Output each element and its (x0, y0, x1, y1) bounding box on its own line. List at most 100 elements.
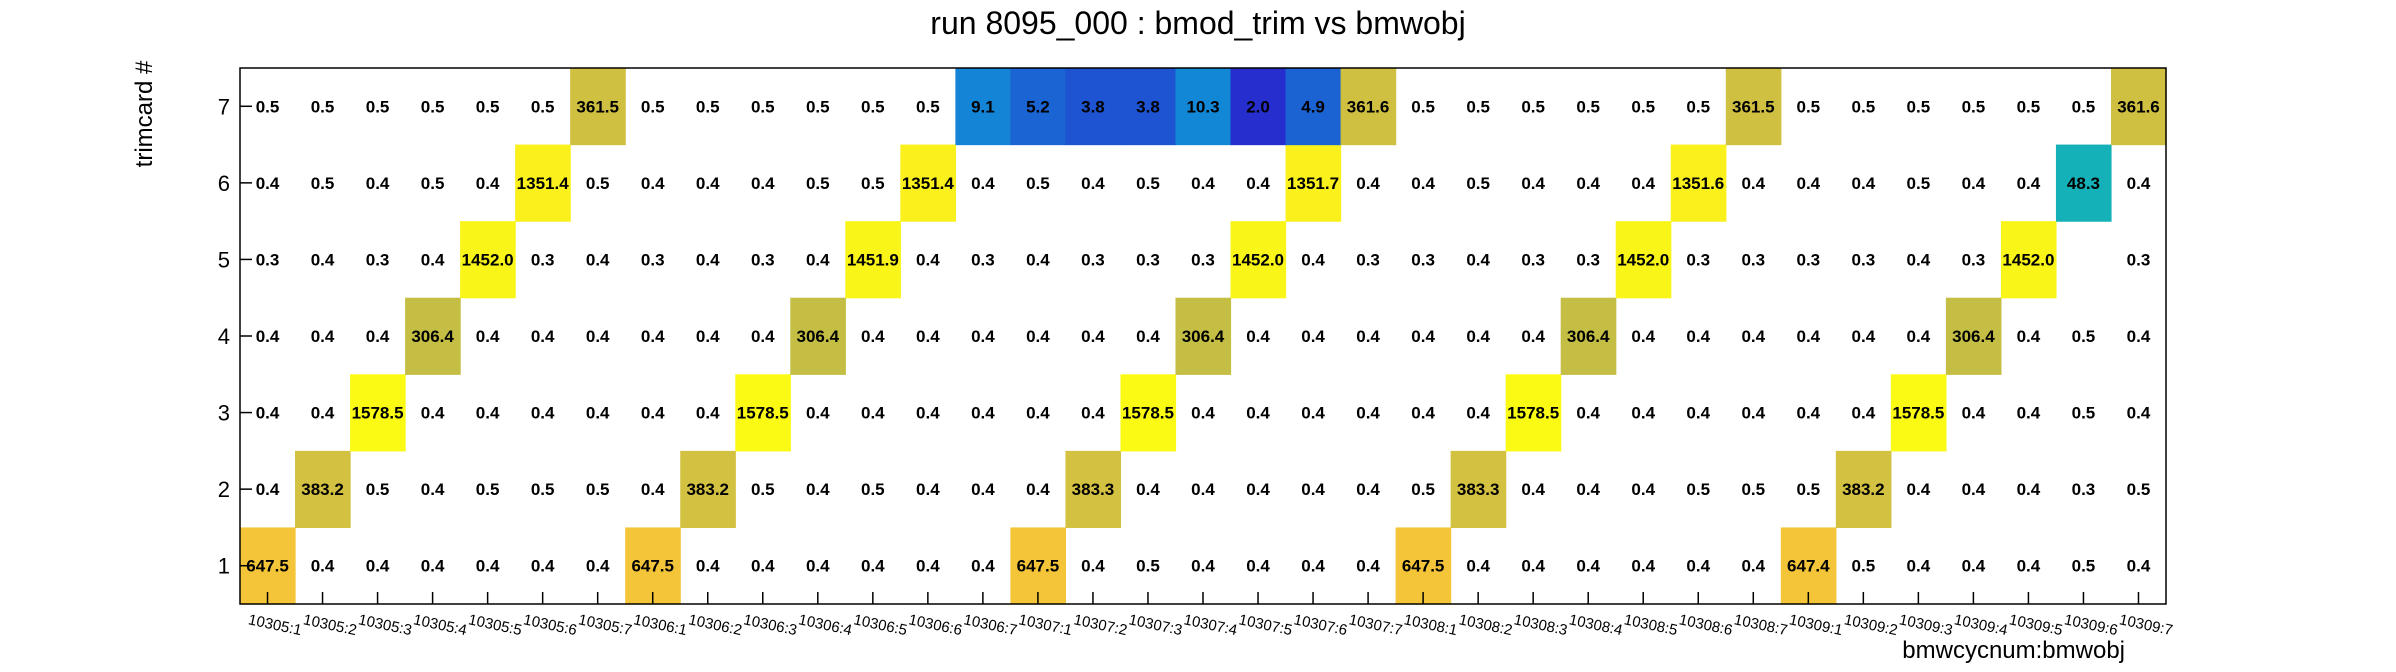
cell-value-label: 1578.5 (352, 404, 404, 423)
cell-value-label: 1451.9 (847, 250, 899, 269)
heatmap-cell (680, 450, 736, 529)
cell-value-label: 0.4 (1081, 327, 1105, 346)
y-tick-label: 7 (218, 94, 230, 119)
cell-value-label: 0.4 (1301, 404, 1325, 423)
x-tick-label: 10305:3 (357, 611, 414, 639)
cell-value-label: 0.4 (311, 557, 335, 576)
cell-value-label: 0.4 (1741, 327, 1765, 346)
cell-value-label: 0.5 (2072, 327, 2096, 346)
cell-value-label: 0.4 (1301, 250, 1325, 269)
cell-value-label: 0.4 (421, 480, 445, 499)
cell-value-label: 0.4 (1576, 174, 1600, 193)
cell-value-label: 0.4 (2017, 174, 2041, 193)
cell-value-label: 0.3 (2127, 250, 2151, 269)
cell-value-label: 0.4 (1411, 404, 1435, 423)
cell-value-label: 0.4 (476, 404, 500, 423)
x-tick-label: 10308:1 (1402, 611, 1459, 639)
cell-value-label: 383.2 (1842, 480, 1885, 499)
cell-value-label: 0.4 (1852, 404, 1876, 423)
cell-value-label: 0.5 (421, 174, 445, 193)
cell-value-label: 0.4 (1026, 327, 1050, 346)
heatmap-cell (2110, 68, 2167, 146)
cell-value-label: 0.5 (1411, 480, 1435, 499)
cell-value-label: 0.4 (1026, 480, 1050, 499)
cell-value-label: 0.4 (2017, 557, 2041, 576)
x-tick-label: 10307:3 (1127, 611, 1184, 639)
cell-value-label: 0.5 (751, 480, 775, 499)
cell-value-label: 0.5 (1521, 97, 1545, 116)
cell-value-label: 0.4 (586, 557, 610, 576)
cell-value-label: 0.4 (1631, 174, 1655, 193)
cell-value-label: 0.4 (1521, 327, 1545, 346)
cell-value-label: 0.5 (1852, 97, 1876, 116)
y-tick-label: 3 (218, 401, 230, 426)
cell-value-label: 0.4 (641, 174, 665, 193)
heatmap-cell (1945, 297, 2002, 375)
cell-value-label: 0.4 (256, 480, 280, 499)
cell-value-label: 0.3 (751, 250, 775, 269)
cell-value-label: 306.4 (1182, 327, 1225, 346)
cell-value-label: 0.4 (1796, 404, 1820, 423)
cell-value-label: 0.4 (1521, 557, 1545, 576)
heatmap-cell (1285, 68, 1342, 146)
x-tick-label: 10307:1 (1017, 611, 1074, 639)
cell-value-label: 1578.5 (1892, 404, 1944, 423)
cell-value-label: 0.5 (421, 97, 445, 116)
cell-value-label: 0.4 (1081, 404, 1105, 423)
x-tick-label: 10309:1 (1787, 611, 1844, 639)
cell-value-label: 0.4 (1356, 174, 1380, 193)
cell-value-label: 306.4 (797, 327, 840, 346)
cell-value-label: 647.5 (246, 557, 289, 576)
cell-value-label: 0.4 (696, 557, 720, 576)
cell-value-label: 0.4 (751, 327, 775, 346)
cell-value-label: 647.4 (1787, 557, 1830, 576)
heatmap-cell (570, 68, 626, 146)
cell-value-label: 0.4 (1907, 480, 1931, 499)
cell-value-label: 0.5 (1962, 97, 1986, 116)
cell-value-label: 647.5 (1017, 557, 1060, 576)
cell-value-label: 0.5 (476, 480, 500, 499)
x-tick-label: 10306:2 (687, 611, 744, 639)
heatmap-cell (1010, 68, 1067, 146)
x-tick-label: 10305:5 (467, 611, 524, 639)
cell-value-label: 0.4 (1301, 557, 1325, 576)
cell-value-label: 0.3 (1356, 250, 1380, 269)
cell-value-label: 647.5 (1402, 557, 1445, 576)
cell-value-label: 0.5 (751, 97, 775, 116)
cell-value-label: 306.4 (411, 327, 454, 346)
cell-value-label: 0.4 (641, 327, 665, 346)
cell-value-label: 0.4 (1631, 404, 1655, 423)
y-axis-title: trimcard # (131, 60, 158, 167)
cell-value-label: 0.4 (1741, 174, 1765, 193)
cell-value-label: 383.2 (686, 480, 729, 499)
cell-value-label: 0.4 (1466, 557, 1490, 576)
cell-value-label: 0.4 (421, 404, 445, 423)
cell-value-label: 383.3 (1072, 480, 1115, 499)
cell-value-label: 0.5 (531, 480, 555, 499)
cell-value-label: 0.3 (1962, 250, 1986, 269)
cell-value-label: 1578.5 (1122, 404, 1174, 423)
cell-value-label: 1578.5 (737, 404, 789, 423)
cell-value-label: 0.4 (971, 404, 995, 423)
cell-value-label: 0.4 (476, 327, 500, 346)
cell-value-label: 0.5 (1686, 480, 1710, 499)
cell-value-label: 0.4 (1356, 404, 1380, 423)
heatmap-cell (460, 221, 516, 299)
cell-value-label: 48.3 (2067, 174, 2100, 193)
cell-value-label: 0.4 (531, 327, 555, 346)
cell-value-label: 0.4 (1631, 557, 1655, 576)
cell-value-label: 0.4 (751, 557, 775, 576)
cell-value-label: 1351.4 (902, 174, 955, 193)
y-tick-label: 5 (218, 247, 230, 272)
cell-value-label: 0.5 (531, 97, 555, 116)
heatmap-cell (1615, 221, 1672, 299)
x-tick-label: 10305:6 (522, 611, 579, 639)
cell-value-label: 0.4 (1962, 480, 1986, 499)
cell-value-label: 0.5 (916, 97, 940, 116)
cell-value-label: 0.4 (2127, 404, 2151, 423)
cell-value-label: 0.5 (1136, 557, 1160, 576)
cell-value-label: 0.4 (1907, 327, 1931, 346)
cell-value-label: 0.5 (311, 97, 335, 116)
heatmap-cell (1230, 221, 1287, 299)
